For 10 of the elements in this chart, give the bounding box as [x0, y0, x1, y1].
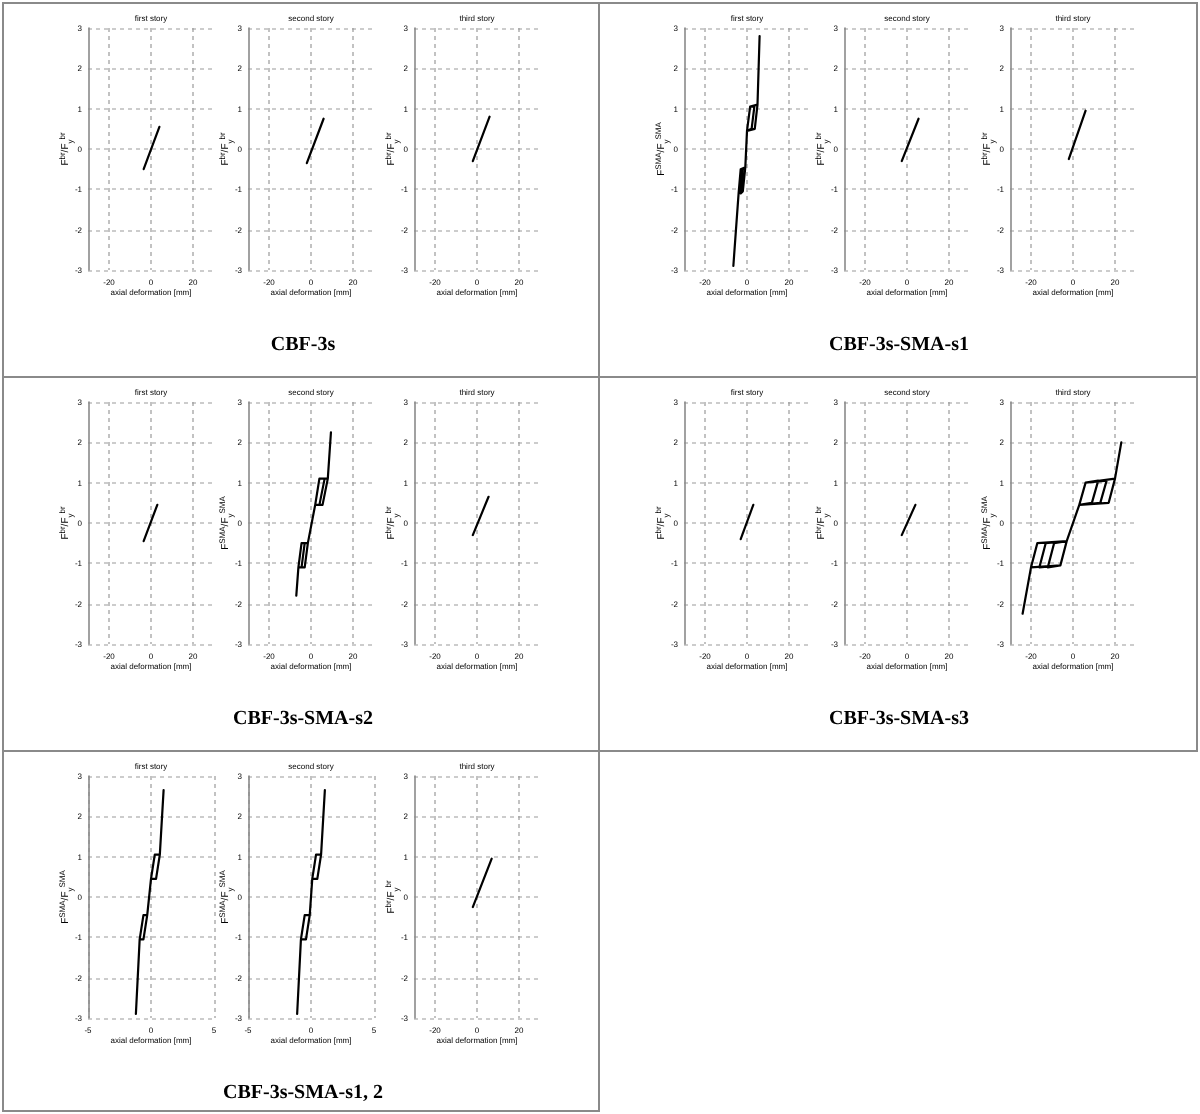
line-series — [296, 789, 326, 1016]
line-series — [134, 789, 165, 1016]
line-series — [295, 431, 333, 597]
text: CBF-3s — [270, 334, 336, 358]
text: CBF-3s-SMA-s1, 2 — [223, 1082, 383, 1106]
text: CBF-3s-SMA-s3 — [829, 708, 969, 732]
text: CBF-3s-SMA-s2 — [233, 708, 373, 732]
text: CBF-3s-SMA-s1 — [829, 334, 969, 358]
line-series — [732, 34, 761, 268]
line-series — [1021, 441, 1123, 615]
